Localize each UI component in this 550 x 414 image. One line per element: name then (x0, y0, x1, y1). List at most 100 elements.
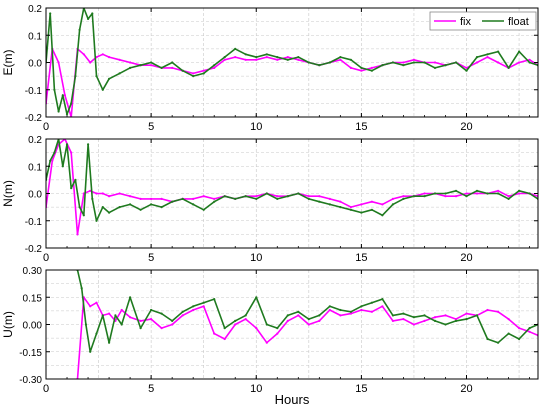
data-point-float (276, 56, 279, 59)
data-point-fix (82, 53, 85, 56)
data-point-float (349, 208, 352, 211)
data-point-float (108, 77, 111, 80)
x-tick-label: 15 (355, 121, 367, 133)
data-point-float (223, 195, 226, 198)
data-point-float (202, 72, 205, 75)
legend-fix-label: fix (460, 16, 472, 28)
data-point-float (91, 197, 94, 200)
data-point-fix (139, 319, 142, 322)
data-point-fix (192, 72, 195, 75)
data-point-fix (276, 58, 279, 61)
data-point-float (402, 312, 405, 315)
data-point-fix (518, 192, 521, 195)
data-point-fix (318, 319, 321, 322)
data-point-float (328, 61, 331, 64)
data-point-fix (307, 323, 310, 326)
data-point-fix (89, 305, 92, 308)
data-point-fix (349, 312, 352, 315)
data-point-fix (297, 314, 300, 317)
data-point-float (74, 75, 77, 78)
data-point-float (423, 314, 426, 317)
data-point-fix (95, 301, 98, 304)
data-point-fix (402, 61, 405, 64)
data-point-fix (150, 318, 153, 321)
data-point-float (370, 208, 373, 211)
data-point-fix (339, 58, 342, 61)
data-point-float (91, 12, 94, 15)
data-point-float (528, 327, 531, 330)
data-point-float (297, 192, 300, 195)
data-point-fix (528, 330, 531, 333)
data-point-fix (89, 189, 92, 192)
data-point-float (87, 143, 90, 146)
data-point-float (74, 178, 77, 181)
data-point-float (213, 64, 216, 67)
x-tick-label: 5 (148, 252, 154, 264)
x-tick-label: 0 (43, 121, 49, 133)
data-point-fix (234, 323, 237, 326)
data-point-float (318, 200, 321, 203)
data-point-float (139, 64, 142, 67)
data-point-float (454, 61, 458, 64)
data-point-float (286, 195, 289, 198)
data-point-float (57, 110, 60, 113)
data-point-float (381, 298, 384, 301)
y-tick-label: 0.2 (28, 4, 42, 15)
data-point-float (391, 203, 394, 206)
data-point-fix (454, 318, 458, 321)
data-point-fix (192, 308, 195, 312)
data-point-float (423, 195, 426, 198)
data-point-fix (391, 197, 394, 200)
data-point-float (101, 88, 104, 91)
data-point-float (108, 341, 111, 344)
grid (45, 138, 538, 249)
data-point-fix (370, 310, 373, 313)
panels: 0 5 10 15 20 -0.2 -0.1 0.0 0.1 0.2 E(m) 0 5 10 15 20 -0.… (1, 4, 539, 395)
x-axis-label: Hours (275, 392, 310, 407)
data-point-float (118, 206, 121, 209)
data-point-fix (328, 197, 331, 200)
data-point-fix (360, 69, 363, 72)
data-point-float (84, 323, 87, 326)
y-tick-label: 0.2 (28, 135, 42, 146)
data-point-float (444, 192, 447, 195)
data-point-float (339, 206, 342, 209)
data-point-fix (51, 159, 54, 162)
y-tick-label: -0.2 (25, 244, 43, 255)
data-point-fix (118, 192, 121, 195)
series-float (46, 8, 538, 116)
data-point-float (360, 211, 363, 214)
data-point-float (444, 323, 447, 326)
data-point-fix (234, 56, 237, 59)
data-point-fix (255, 58, 258, 61)
data-point-float (297, 56, 300, 59)
data-point-float (213, 200, 216, 203)
data-point-fix (76, 233, 79, 236)
data-point-float (518, 189, 521, 192)
data-point-float (192, 305, 195, 308)
data-point-float (486, 53, 489, 56)
y-tick-label: -0.15 (19, 348, 42, 359)
data-point-float (160, 312, 163, 315)
data-point-float (349, 58, 352, 61)
data-point-fix (160, 327, 163, 330)
data-point-fix (213, 66, 216, 69)
data-point-float (89, 350, 92, 353)
data-point-float (114, 314, 117, 317)
data-point-fix (89, 61, 92, 64)
data-point-float (276, 197, 279, 200)
data-point-float (192, 75, 195, 78)
data-point-fix (433, 316, 437, 319)
data-point-float (412, 316, 415, 319)
x-tick-label: 10 (250, 252, 262, 264)
data-point-float (433, 319, 437, 322)
data-point-float (349, 310, 352, 313)
data-point-fix (528, 58, 531, 61)
data-point-float (171, 61, 174, 64)
data-point-float (129, 296, 132, 299)
data-point-float (49, 159, 52, 162)
data-point-float (87, 17, 90, 20)
data-point-fix (70, 151, 73, 154)
data-point-float (171, 319, 174, 322)
data-point-fix (339, 200, 342, 203)
